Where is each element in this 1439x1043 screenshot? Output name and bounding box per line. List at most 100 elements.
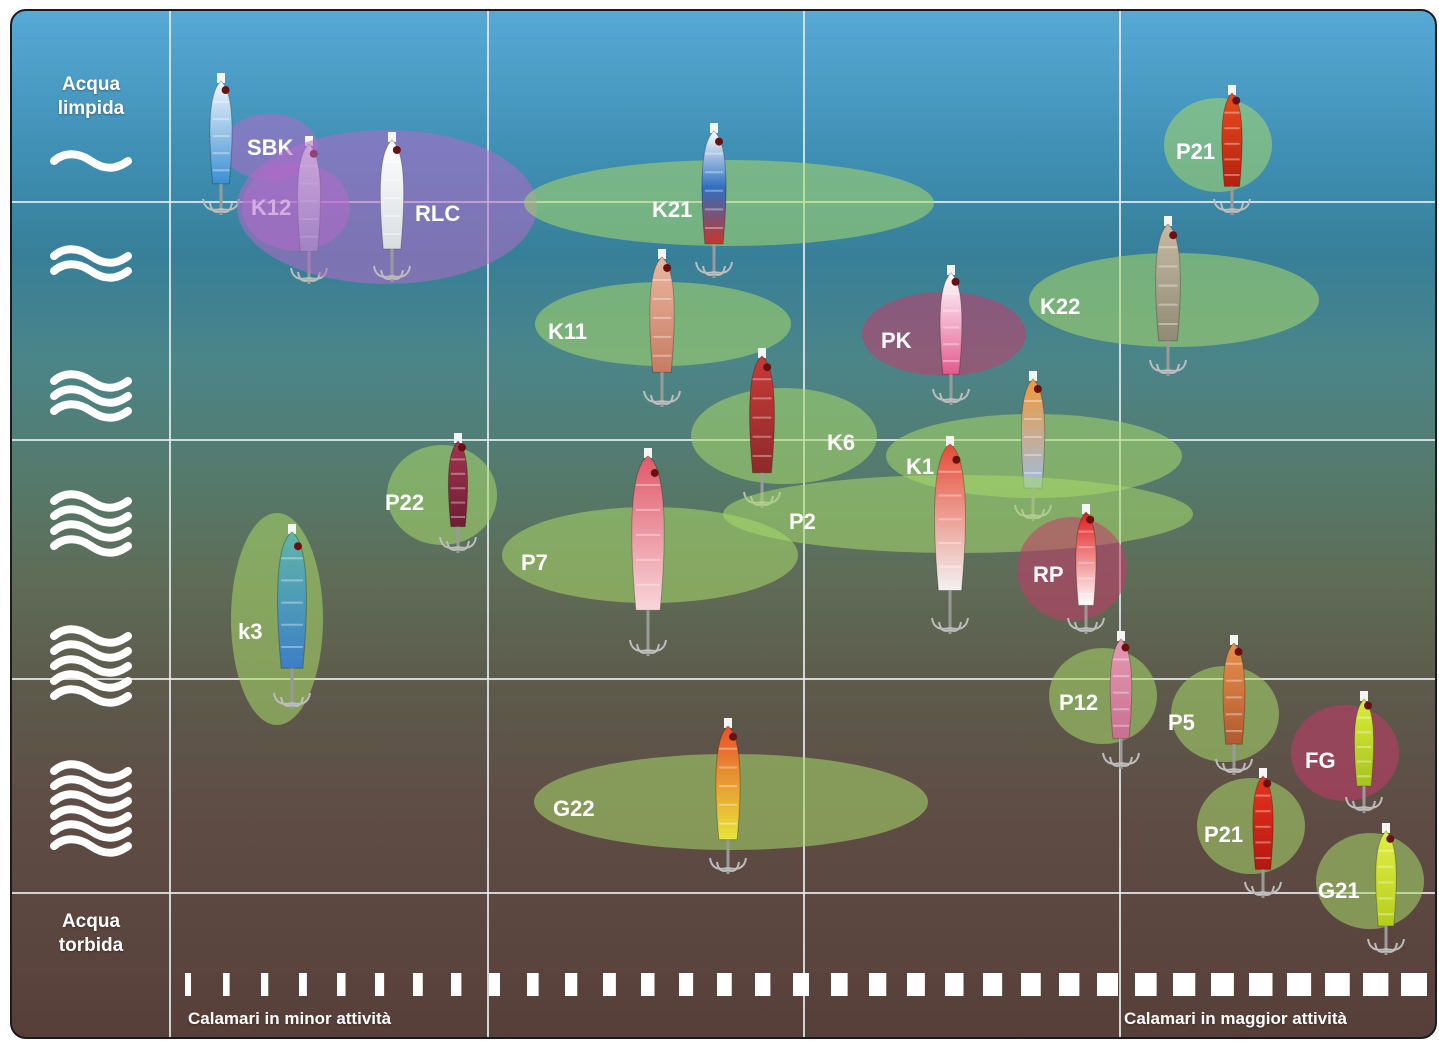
activity-bar xyxy=(907,973,925,996)
squid-jig-lure xyxy=(1067,504,1105,634)
activity-bar xyxy=(945,973,964,996)
jig-k3-14: k3 xyxy=(231,513,323,725)
high-activity-label: Calamari in maggior attività xyxy=(1124,1009,1347,1028)
squid-jig-lure xyxy=(1215,635,1253,775)
jig-rlc-2: RLC xyxy=(237,130,537,284)
squid-jig-lure xyxy=(629,448,667,656)
jig-pk-7: PK xyxy=(862,265,1026,405)
jig-label: K21 xyxy=(652,197,692,222)
squid-jig-lure xyxy=(932,265,970,405)
activity-bar xyxy=(337,973,346,996)
jig-p22-11: P22 xyxy=(385,433,497,553)
jig-layer: SBKK12RLCK21P21K22K11PKK6K1P2P22P7RPk3P1… xyxy=(202,73,1424,955)
squid-jig-lure xyxy=(373,132,411,282)
wave-icon-1 xyxy=(50,150,132,172)
jig-p7-12: P7 xyxy=(502,448,798,656)
jig-label: k3 xyxy=(238,619,262,644)
squid-jig-lure xyxy=(202,73,240,215)
zone-ellipse xyxy=(1017,517,1127,621)
squid-jig-lure xyxy=(1213,85,1251,215)
activity-bar xyxy=(1363,973,1389,996)
zone-ellipse xyxy=(524,160,934,246)
clear-water-label: Acqua limpida xyxy=(57,74,125,119)
wave-icons xyxy=(50,150,132,857)
jig-k11-6: K11 xyxy=(535,249,791,407)
activity-scale xyxy=(185,973,1427,996)
zone-ellipse xyxy=(1164,98,1272,192)
jig-label: K6 xyxy=(827,430,855,455)
jig-k22-5: K22 xyxy=(1029,216,1319,376)
activity-bar xyxy=(1325,973,1350,996)
jig-fg-17: FG xyxy=(1291,691,1399,813)
activity-bar xyxy=(413,973,423,996)
wave-icon-4 xyxy=(50,490,132,557)
activity-bar xyxy=(1249,973,1273,996)
jig-label: P2 xyxy=(789,509,816,534)
squid-jig-lure xyxy=(1102,631,1140,769)
jig-label: P21 xyxy=(1204,822,1243,847)
activity-bar xyxy=(1401,973,1427,996)
jig-p21-19: P21 xyxy=(1197,768,1305,898)
activity-bar xyxy=(299,973,307,996)
jig-label: P12 xyxy=(1059,690,1098,715)
squid-jig-lure xyxy=(643,249,681,407)
wave-icon-2 xyxy=(50,245,132,282)
murky-water-label: Acqua torbida xyxy=(58,911,124,956)
jig-label: RP xyxy=(1033,562,1064,587)
low-activity-label: Calamari in minor attività xyxy=(188,1009,392,1028)
activity-bar xyxy=(717,973,732,996)
jig-g22-18: G22 xyxy=(534,718,928,874)
wave-icon-5 xyxy=(50,625,132,707)
zone-ellipse xyxy=(387,445,497,545)
squid-jig-lure xyxy=(709,718,747,874)
activity-bar xyxy=(641,973,655,996)
jig-g21-20: G21 xyxy=(1316,823,1424,955)
activity-bar xyxy=(603,973,616,996)
jig-label: P7 xyxy=(521,550,548,575)
activity-bar xyxy=(1211,973,1234,996)
activity-bar xyxy=(451,973,462,996)
activity-bar xyxy=(1173,973,1196,996)
jig-label: K22 xyxy=(1040,294,1080,319)
activity-bar xyxy=(755,973,771,996)
activity-bar xyxy=(831,973,848,996)
activity-bar xyxy=(527,973,539,996)
activity-bar xyxy=(1021,973,1041,996)
squid-jig-lure xyxy=(273,524,311,709)
squid-jig-lure xyxy=(1345,691,1383,813)
jig-label: P21 xyxy=(1176,139,1215,164)
jig-label: P5 xyxy=(1168,710,1195,735)
jig-label: G21 xyxy=(1318,878,1360,903)
squid-jig-lure xyxy=(1244,768,1282,898)
activity-bar xyxy=(983,973,1003,996)
activity-bar xyxy=(223,973,230,996)
jig-k21-3: K21 xyxy=(524,123,934,278)
jig-p5-16: P5 xyxy=(1168,635,1279,775)
squid-jig-lure xyxy=(1367,823,1405,955)
jig-label: G22 xyxy=(553,796,595,821)
activity-bar xyxy=(793,973,809,996)
jig-p21-4: P21 xyxy=(1164,85,1272,215)
jig-label: K1 xyxy=(906,454,934,479)
activity-bar xyxy=(869,973,887,996)
jig-label: FG xyxy=(1305,748,1336,773)
squid-jig-lure xyxy=(439,433,477,553)
jig-label: P22 xyxy=(385,490,424,515)
squid-jig-lure xyxy=(931,436,969,634)
jig-rp-13: RP xyxy=(1017,504,1127,634)
wave-icon-6 xyxy=(50,760,132,857)
zone-ellipse xyxy=(1316,833,1424,929)
activity-bar xyxy=(1097,973,1118,996)
wave-icon-3 xyxy=(50,370,132,422)
jig-label: K11 xyxy=(548,319,587,344)
activity-bar xyxy=(1135,973,1157,996)
activity-bar xyxy=(1287,973,1312,996)
activity-bar xyxy=(375,973,385,996)
activity-bar xyxy=(261,973,269,996)
squid-jig-lure xyxy=(695,123,733,278)
activity-bar xyxy=(1059,973,1080,996)
squid-jig-lure xyxy=(1149,216,1187,376)
jig-p12-15: P12 xyxy=(1049,631,1157,769)
jig-label: PK xyxy=(881,328,912,353)
